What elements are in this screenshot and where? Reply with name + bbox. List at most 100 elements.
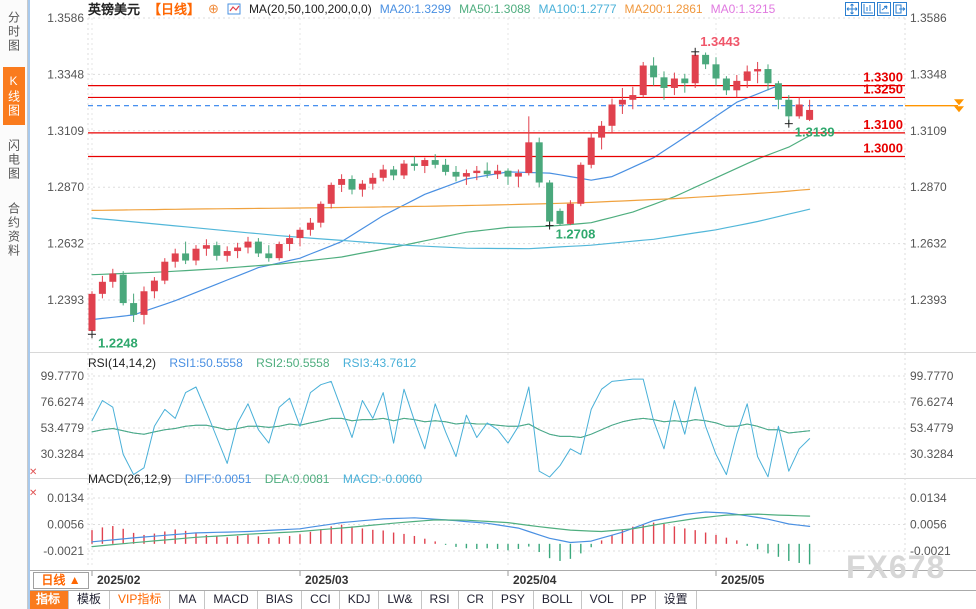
svg-text:1.3139: 1.3139 <box>795 125 835 140</box>
svg-text:1.2248: 1.2248 <box>98 335 138 350</box>
svg-text:76.6274: 76.6274 <box>910 395 954 409</box>
svg-text:30.3284: 30.3284 <box>910 447 954 461</box>
svg-text:1.3100: 1.3100 <box>863 117 903 132</box>
svg-text:1.3443: 1.3443 <box>700 34 740 49</box>
watermark: FX678 <box>846 549 946 585</box>
axis-labels: 1.3586 1.3586 1.3348 1.3348 1.3109 1.3109 1.28… <box>29 11 954 587</box>
indicator-chart-icon[interactable] <box>227 2 241 16</box>
axis-zoom-icon[interactable] <box>877 2 891 16</box>
sidebar-item-contract-info[interactable]: 合约资料 <box>6 202 21 258</box>
panel-splitter[interactable] <box>28 0 30 609</box>
svg-text:1.2870: 1.2870 <box>47 180 84 194</box>
svg-text:0.0134: 0.0134 <box>910 491 947 505</box>
svg-text:1.2870: 1.2870 <box>910 180 947 194</box>
macd-pane-header: MACD(26,12,9) DIFF:0.0051 DEA:0.0081 MAC… <box>88 472 432 486</box>
sidebar-item-kline[interactable]: K线图 <box>2 67 25 125</box>
svg-text:1.3586: 1.3586 <box>910 11 947 25</box>
rsi1-value: RSI1:50.5558 <box>169 356 243 370</box>
toolbar-item-macd[interactable]: MACD <box>205 591 258 609</box>
svg-text:99.7770: 99.7770 <box>41 369 85 383</box>
left-nav: 分时图 K线图 闪电图 合约资料 <box>0 0 28 609</box>
svg-text:1.3250: 1.3250 <box>863 81 903 96</box>
toolbar-item-indicators[interactable]: 指标 <box>28 591 70 609</box>
rsi-pane-header: RSI(14,14,2) RSI1:50.5558 RSI2:50.5558 R… <box>88 356 426 370</box>
svg-text:0.0134: 0.0134 <box>47 491 84 505</box>
macd-value: MACD:-0.0060 <box>342 472 423 486</box>
toolbar-item-pp[interactable]: PP <box>623 591 656 609</box>
ma0-value: MA0:1.3215 <box>710 1 776 16</box>
toolbar-item-lw[interactable]: LW& <box>379 591 422 609</box>
period-label: 日线 <box>41 573 66 587</box>
svg-text:-0.0021: -0.0021 <box>910 544 951 558</box>
period-selector[interactable]: 日线 ▲ <box>33 572 89 589</box>
svg-text:53.4779: 53.4779 <box>41 421 85 435</box>
sidebar-item-timeshare[interactable]: 分时图 <box>6 11 21 53</box>
rsi3-value: RSI3:43.7612 <box>342 356 417 370</box>
svg-text:2025/05: 2025/05 <box>721 573 765 587</box>
toolbar-item-ma[interactable]: MA <box>170 591 206 609</box>
svg-text:1.3348: 1.3348 <box>910 67 947 81</box>
toolbar-item-cr[interactable]: CR <box>459 591 493 609</box>
ma20-value: MA20:1.3299 <box>379 1 452 16</box>
toolbar-item-settings[interactable]: 设置 <box>656 591 697 609</box>
rsi-pane <box>91 378 811 478</box>
chart-window-buttons <box>843 2 907 16</box>
svg-text:✕: ✕ <box>29 467 37 478</box>
svg-text:0.0056: 0.0056 <box>910 518 947 532</box>
toolbar-item-rsi[interactable]: RSI <box>422 591 459 609</box>
svg-text:99.7770: 99.7770 <box>910 369 954 383</box>
toolbar-item-bias[interactable]: BIAS <box>258 591 303 609</box>
rsi-params-label: RSI(14,14,2) <box>88 356 157 370</box>
candles <box>88 51 814 335</box>
svg-text:1.3300: 1.3300 <box>863 70 903 85</box>
toolbar-item-vip-indicators[interactable]: VIP指标 <box>110 591 171 609</box>
axis-scale-icon[interactable] <box>861 2 875 16</box>
toolbar-item-psy[interactable]: PSY <box>493 591 534 609</box>
dea-value: DEA:0.0081 <box>264 472 330 486</box>
svg-text:-0.0021: -0.0021 <box>43 544 84 558</box>
diff-value: DIFF:0.0051 <box>184 472 252 486</box>
ma-settings-label: MA(20,50,100,200,0,0) <box>248 1 372 16</box>
svg-text:1.2393: 1.2393 <box>47 293 84 307</box>
toolbar-item-cci[interactable]: CCI <box>302 591 340 609</box>
bottom-toolbar: 指标 模板 VIP指标 MA MACD BIAS CCI KDJ LW& RSI… <box>28 590 976 609</box>
svg-text:1.2393: 1.2393 <box>910 293 947 307</box>
svg-text:1.3348: 1.3348 <box>47 67 84 81</box>
symbol-title: 英镑美元 <box>88 2 141 17</box>
exit-chart-icon[interactable] <box>893 2 907 16</box>
svg-text:2025/03: 2025/03 <box>305 573 349 587</box>
ma200-value: MA200:1.2861 <box>624 1 703 16</box>
gridlines <box>28 17 976 576</box>
move-chart-icon[interactable] <box>845 2 859 16</box>
svg-text:1.3109: 1.3109 <box>47 124 84 138</box>
add-favorite-icon[interactable]: ⊕ <box>208 1 219 16</box>
period-tag: 【日线】 <box>148 2 201 17</box>
toolbar-item-boll[interactable]: BOLL <box>534 591 582 609</box>
svg-text:1.2632: 1.2632 <box>910 237 947 251</box>
svg-text:30.3284: 30.3284 <box>41 447 85 461</box>
svg-text:1.3000: 1.3000 <box>863 141 903 156</box>
rsi2-value: RSI2:50.5558 <box>256 356 330 370</box>
svg-text:2025/02: 2025/02 <box>97 573 141 587</box>
ma50-value: MA50:1.3088 <box>459 1 531 16</box>
svg-text:1.3109: 1.3109 <box>910 124 947 138</box>
sidebar-item-lightning[interactable]: 闪电图 <box>6 139 21 181</box>
chart-header: 英镑美元 【日线】 ⊕ MA(20,50,100,200,0,0) MA20:1… <box>88 1 783 18</box>
svg-text:1.2708: 1.2708 <box>556 227 596 242</box>
svg-text:2025/04: 2025/04 <box>513 573 557 587</box>
svg-text:76.6274: 76.6274 <box>41 395 85 409</box>
svg-text:1.2632: 1.2632 <box>47 237 84 251</box>
svg-text:✕: ✕ <box>29 488 37 499</box>
svg-text:0.0056: 0.0056 <box>47 518 84 532</box>
toolbar-item-vol[interactable]: VOL <box>582 591 623 609</box>
toolbar-item-kdj[interactable]: KDJ <box>340 591 380 609</box>
toolbar-item-templates[interactable]: 模板 <box>69 591 111 609</box>
macd-pane <box>91 511 811 565</box>
svg-text:1.3586: 1.3586 <box>47 11 84 25</box>
ma100-value: MA100:1.2777 <box>538 1 617 16</box>
period-up-arrow-icon: ▲ <box>68 573 81 587</box>
macd-params-label: MACD(26,12,9) <box>88 472 172 486</box>
